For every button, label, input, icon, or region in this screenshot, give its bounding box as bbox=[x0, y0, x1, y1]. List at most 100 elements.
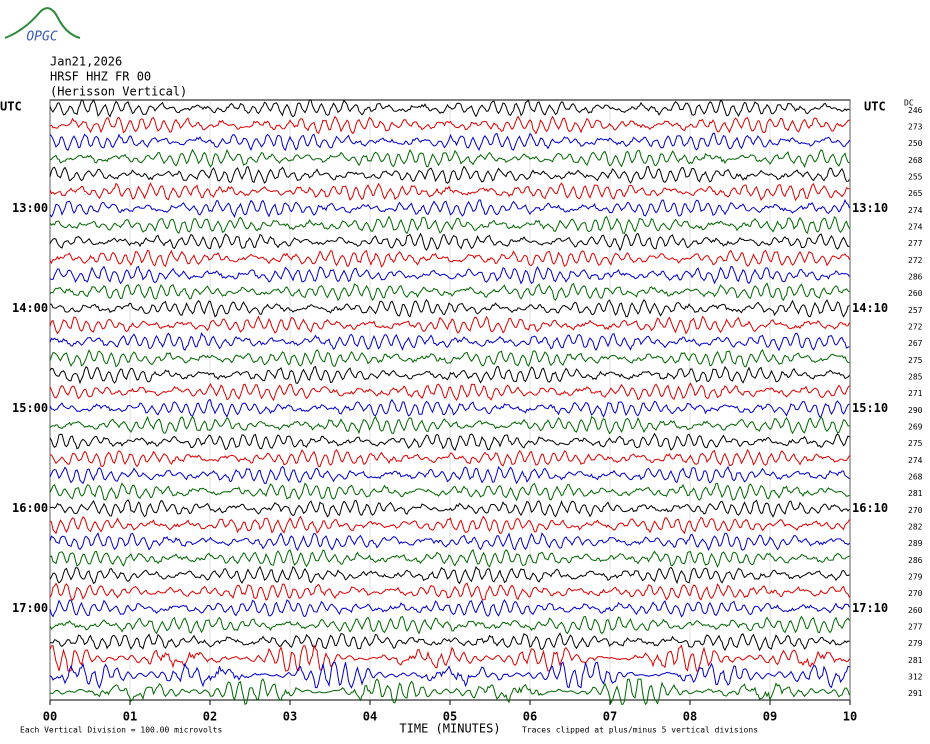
dc-value: 275 bbox=[908, 439, 923, 448]
dc-value: 270 bbox=[908, 506, 923, 515]
dc-value: 282 bbox=[908, 523, 923, 532]
trace bbox=[49, 678, 850, 706]
trace bbox=[49, 165, 850, 184]
trace bbox=[49, 548, 850, 568]
trace bbox=[49, 599, 850, 618]
hour-label: 16:00 bbox=[12, 501, 48, 515]
trace bbox=[49, 232, 850, 252]
footer-clip: Traces clipped at plus/minus 5 vertical … bbox=[522, 726, 758, 735]
x-tick-label: 06 bbox=[523, 710, 537, 724]
trace bbox=[49, 182, 850, 202]
dc-value: 281 bbox=[908, 656, 923, 665]
trace bbox=[49, 115, 850, 135]
trace bbox=[49, 315, 850, 335]
trace bbox=[49, 98, 850, 118]
x-tick-label: 01 bbox=[123, 710, 137, 724]
dc-value: 285 bbox=[908, 373, 923, 382]
location: (Herisson Vertical) bbox=[50, 85, 187, 99]
trace bbox=[49, 148, 850, 169]
dc-value: 277 bbox=[908, 623, 923, 632]
dc-value: 269 bbox=[908, 423, 923, 432]
trace bbox=[49, 615, 850, 635]
dc-value: 260 bbox=[908, 289, 923, 298]
trace bbox=[49, 382, 850, 402]
dc-value: 291 bbox=[908, 689, 923, 698]
dc-value: 274 bbox=[908, 456, 923, 465]
dc-value: 274 bbox=[908, 206, 923, 215]
dc-value: 279 bbox=[908, 573, 923, 582]
x-label: TIME (MINUTES) bbox=[399, 722, 500, 736]
date: Jan21,2026 bbox=[50, 55, 122, 69]
trace bbox=[49, 465, 850, 485]
dc-value: 290 bbox=[908, 406, 923, 415]
logo: OPGC bbox=[26, 30, 57, 45]
dc-label: DC bbox=[904, 99, 914, 108]
footer-division: Each Vertical Division = 100.00 microvol… bbox=[20, 726, 222, 735]
trace bbox=[49, 644, 850, 672]
dc-value: 260 bbox=[908, 606, 923, 615]
trace bbox=[49, 299, 850, 318]
dc-value: 255 bbox=[908, 173, 923, 182]
hour-label: 15:00 bbox=[12, 401, 48, 415]
trace bbox=[49, 365, 850, 385]
trace bbox=[49, 632, 850, 652]
dc-value: 271 bbox=[908, 389, 923, 398]
dc-value: 289 bbox=[908, 539, 923, 548]
trace bbox=[49, 582, 850, 601]
trace bbox=[49, 532, 850, 552]
dc-value: 265 bbox=[908, 189, 923, 198]
x-tick-label: 09 bbox=[763, 710, 777, 724]
trace bbox=[49, 132, 850, 152]
dc-value: 279 bbox=[908, 639, 923, 648]
trace bbox=[49, 332, 850, 352]
trace bbox=[49, 399, 850, 418]
trace bbox=[49, 249, 850, 268]
dc-value: 272 bbox=[908, 323, 923, 332]
dc-value: 270 bbox=[908, 589, 923, 598]
hour-label-right: 14:10 bbox=[852, 301, 888, 315]
trace bbox=[49, 565, 850, 585]
trace bbox=[49, 432, 850, 451]
dc-value: 273 bbox=[908, 123, 923, 132]
dc-value: 267 bbox=[908, 339, 923, 348]
trace bbox=[49, 198, 850, 218]
dc-value: 275 bbox=[908, 356, 923, 365]
dc-value: 268 bbox=[908, 473, 923, 482]
dc-value: 268 bbox=[908, 156, 923, 165]
dc-value: 274 bbox=[908, 223, 923, 232]
trace bbox=[49, 448, 850, 468]
hour-label: 13:00 bbox=[12, 201, 48, 215]
hour-label: 17:00 bbox=[12, 601, 48, 615]
trace bbox=[49, 482, 850, 502]
dc-value: 312 bbox=[908, 673, 923, 682]
x-tick-label: 05 bbox=[443, 710, 457, 724]
trace bbox=[49, 661, 850, 689]
x-tick-label: 00 bbox=[43, 710, 57, 724]
trace bbox=[49, 215, 850, 234]
x-tick-label: 04 bbox=[363, 710, 377, 724]
dc-value: 281 bbox=[908, 489, 923, 498]
logo-curve bbox=[4, 7, 81, 39]
trace bbox=[49, 265, 850, 285]
x-tick-label: 07 bbox=[603, 710, 617, 724]
x-tick-label: 03 bbox=[283, 710, 297, 724]
trace bbox=[49, 282, 850, 302]
utc-left: UTC bbox=[0, 100, 22, 114]
trace bbox=[49, 499, 850, 518]
dc-value: 257 bbox=[908, 306, 923, 315]
trace bbox=[49, 348, 850, 368]
x-tick-label: 10 bbox=[843, 710, 857, 724]
dc-value: 246 bbox=[908, 106, 923, 115]
hour-label-right: 17:10 bbox=[852, 601, 888, 615]
dc-value: 277 bbox=[908, 239, 923, 248]
hour-label-right: 16:10 bbox=[852, 501, 888, 515]
dc-value: 272 bbox=[908, 256, 923, 265]
station: HRSF HHZ FR 00 bbox=[50, 70, 151, 84]
dc-value: 286 bbox=[908, 556, 923, 565]
dc-value: 250 bbox=[908, 139, 923, 148]
dc-value: 286 bbox=[908, 273, 923, 282]
hour-label-right: 15:10 bbox=[852, 401, 888, 415]
x-tick-label: 02 bbox=[203, 710, 217, 724]
hour-label: 14:00 bbox=[12, 301, 48, 315]
